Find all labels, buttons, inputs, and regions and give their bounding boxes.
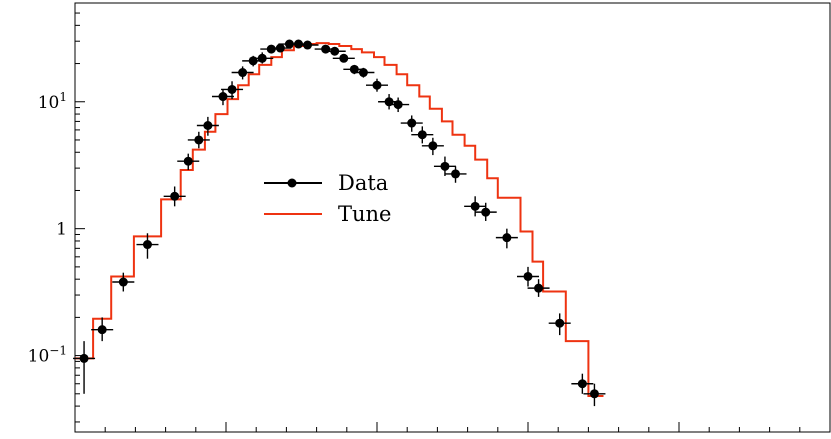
data-marker (372, 80, 382, 90)
data-point (91, 317, 114, 342)
data-marker (349, 64, 359, 74)
data-point (251, 52, 274, 64)
data-point (163, 186, 186, 207)
data-point (211, 89, 234, 106)
data-point (73, 341, 96, 394)
data-point (421, 137, 444, 156)
legend-data-label: Data (338, 171, 388, 195)
data-point (433, 156, 456, 177)
data-point (187, 131, 210, 149)
data-marker (293, 39, 303, 49)
y-tick-label: 10−1 (28, 344, 67, 367)
plot-axes: 10−1 1 101 (28, 2, 831, 433)
data-marker (330, 46, 340, 56)
data-marker (393, 100, 403, 110)
data-point (231, 66, 254, 80)
data-marker (97, 325, 107, 335)
data-point (464, 196, 487, 217)
data-point (548, 313, 571, 336)
data-point (387, 97, 410, 113)
data-marker (577, 379, 587, 389)
data-marker (142, 240, 152, 250)
data-point (400, 115, 423, 132)
data-point (177, 153, 200, 170)
data-marker (194, 135, 204, 145)
data-point (366, 78, 388, 92)
data-marker (534, 283, 544, 293)
data-point (474, 202, 497, 221)
data-marker (523, 271, 533, 281)
legend: Data Tune (264, 171, 391, 226)
data-marker (440, 161, 450, 171)
data-marker (257, 53, 267, 63)
data-marker (428, 141, 438, 151)
data-marker (275, 43, 285, 53)
y-tick-label: 101 (38, 90, 67, 113)
data-point (323, 46, 346, 56)
data-marker (339, 53, 349, 63)
data-point (136, 233, 159, 259)
tune-series (75, 42, 604, 397)
data-point (352, 67, 375, 78)
legend-tune-label: Tune (338, 202, 391, 226)
data-marker (407, 118, 417, 128)
data-series (73, 39, 606, 407)
data-point (527, 279, 550, 297)
data-marker (266, 44, 276, 54)
data-marker (303, 40, 313, 50)
data-marker (555, 318, 565, 328)
data-point (571, 373, 594, 394)
data-point (583, 383, 606, 407)
data-point (112, 272, 135, 292)
tune-step-line (75, 42, 604, 397)
data-marker (218, 92, 228, 102)
data-marker (79, 353, 89, 363)
y-tick-label: 1 (56, 220, 67, 240)
data-point (444, 166, 467, 183)
plot-frame (74, 2, 831, 433)
data-point (495, 228, 518, 249)
data-marker (358, 68, 368, 78)
data-marker (417, 130, 427, 140)
data-marker (321, 44, 331, 54)
data-marker (238, 68, 248, 78)
data-marker (502, 233, 512, 243)
data-point (196, 116, 219, 136)
data-marker (227, 84, 237, 94)
legend-data-marker (287, 178, 297, 188)
data-point (332, 53, 355, 63)
data-point (221, 81, 244, 100)
data-marker (170, 191, 180, 201)
data-marker (451, 169, 461, 179)
data-marker (481, 207, 491, 217)
data-marker (203, 121, 213, 131)
data-point (517, 266, 539, 287)
data-marker (118, 277, 128, 287)
data-marker (470, 201, 480, 211)
data-point (296, 40, 319, 50)
data-point (411, 126, 434, 144)
data-marker (183, 156, 193, 166)
data-marker (589, 389, 599, 399)
